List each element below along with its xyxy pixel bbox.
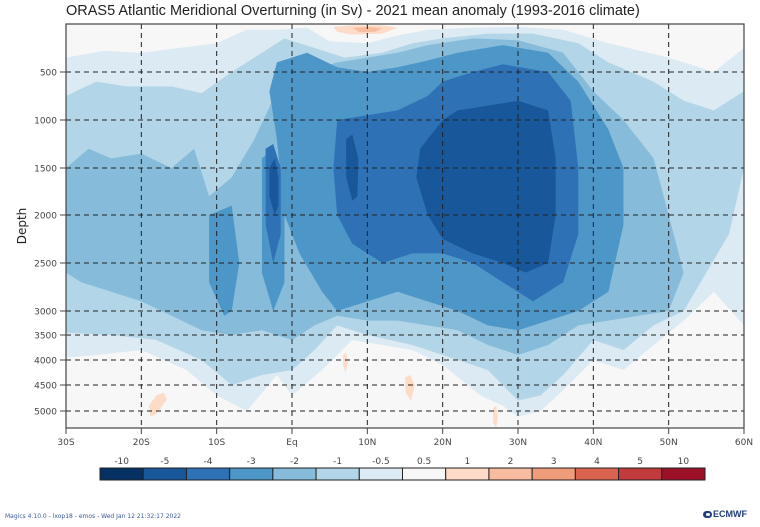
y-tick-label: 4500 [34,382,57,392]
colorbar: -10 -5 -4 -3 -2 -1 -0.5 0.5 1 2 3 4 5 10 [99,457,706,481]
colorbar-segment [445,467,490,481]
colorbar-label: -3 [247,457,256,467]
colorbar-label: -0.5 [372,457,390,467]
x-tick-label: 60N [735,438,753,448]
colorbar-label: 0.5 [417,457,431,467]
y-tick-label: 500 [40,69,57,79]
contour-level-minus-5-8n [346,134,359,201]
chart-title: ORAS5 Atlantic Meridional Overturning (i… [66,3,640,19]
y-tick-label: 4000 [34,357,57,367]
colorbar-label: -1 [333,457,342,467]
x-tick-label: 40N [584,438,602,448]
ecmwf-logo: ECMWF [703,509,747,519]
colorbar-label: -4 [204,457,213,467]
positive-patch-15n [405,375,415,401]
contour-level-minus-5-eq [269,158,279,215]
colorbar-segment [185,467,231,481]
colorbar-segment [272,467,317,481]
ecmwf-logo-text: ECMWF [713,509,747,519]
y-tick-label: 3000 [34,308,57,318]
colorbar-label: -10 [114,457,129,467]
axes: 30S 20S 10S Eq 10N 20N 30N 40N 50N 60N 500 1000 1500… [34,23,753,448]
colorbar-segment [142,467,187,481]
y-tick-label: 1000 [34,117,57,127]
x-tick-label: 30N [509,438,527,448]
y-tick-label: 2500 [34,260,57,270]
plot-frame [65,23,745,429]
colorbar-segment [229,467,274,481]
colorbar-segment [661,467,706,481]
colorbar-label: -2 [290,457,299,467]
colorbar-segment [574,467,620,481]
colorbar-label: 1 [464,457,470,467]
colorbar-segment [402,467,447,481]
colorbar-label: 3 [551,457,557,467]
contour-fills [66,25,744,428]
y-tick-label: 2000 [34,212,57,222]
x-tick-label: 10N [358,438,376,448]
colorbar-segment [315,467,360,481]
y-tick-label: 1500 [34,165,57,175]
positive-patch-27n [493,405,498,428]
ecmwf-logo-icon [703,510,712,518]
colorbar-segment [99,467,144,481]
grid-lines [66,24,744,428]
x-tick-label: Eq [286,438,297,448]
y-tick-label: 3500 [34,332,57,342]
x-tick-label: 20S [133,438,150,448]
colorbar-label: 4 [594,457,600,467]
x-tick-label: 30S [57,438,74,448]
colorbar-segment [531,467,576,481]
software-credit: Magics 4.10.0 - lxop18 - emos - Wed Jan … [5,513,181,520]
colorbar-label: 10 [678,457,690,467]
x-tick-label: 20N [434,438,452,448]
contour-level-minus-5 [416,100,556,273]
y-axis-label: Depth [15,208,29,245]
colorbar-segment [358,467,403,481]
colorbar-label: 5 [637,457,643,467]
x-tick-label: 10S [208,438,225,448]
colorbar-segment [488,467,533,481]
colorbar-segment [618,467,663,481]
colorbar-label: 2 [508,457,514,467]
colorbar-label: -5 [160,457,169,467]
contour-level-plus-1 [352,26,383,33]
x-tick-label: 50N [660,438,678,448]
positive-patch-7n [343,352,348,373]
positive-patch-south [148,392,167,417]
y-tick-label: 5000 [34,408,57,418]
